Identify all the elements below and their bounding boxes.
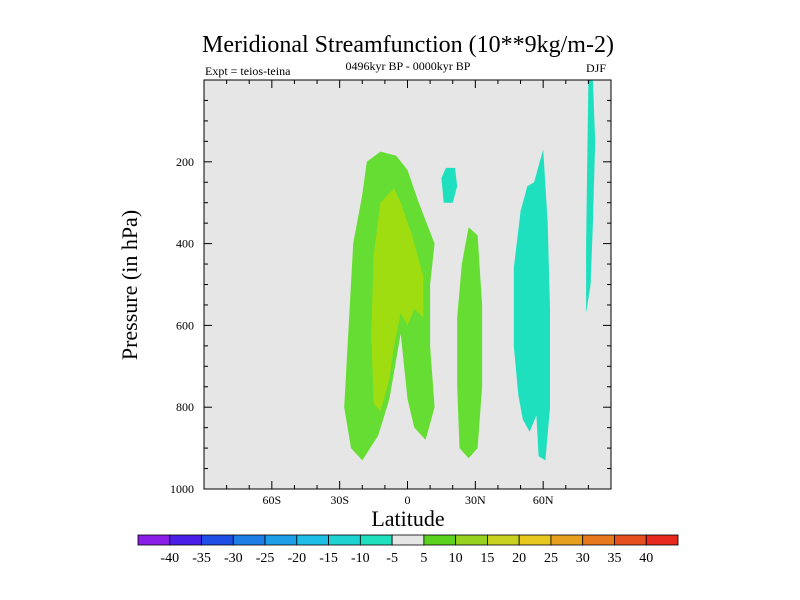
- x-tick-label: 60N: [533, 493, 554, 507]
- contour-positive-10-to-15-tropics: [371, 188, 424, 412]
- contour-negative-5-to-10-subtropic: [441, 167, 458, 203]
- contour-positive-5-to-10-20n: [457, 227, 483, 459]
- colorbar-label: 5: [420, 551, 427, 566]
- colorbar-swatch: [137, 534, 171, 546]
- colorbar-label: -10: [351, 551, 370, 566]
- season-label: DJF: [586, 61, 606, 75]
- y-tick-label: 1000: [170, 482, 194, 496]
- colorbar-label: -15: [319, 551, 338, 566]
- colorbar-swatch: [359, 534, 393, 546]
- experiment-label: Expt = teios-teina: [205, 64, 291, 78]
- chart-title: Meridional Streamfunction (10**9kg/m-2): [202, 32, 614, 58]
- y-tick-label: 600: [176, 318, 194, 332]
- x-tick-label: 60S: [262, 493, 281, 507]
- x-axis-label: Latitude: [371, 506, 444, 531]
- x-tick-label: 30N: [465, 493, 486, 507]
- contour-regions: [344, 80, 596, 461]
- colorbar-swatch: [201, 534, 234, 546]
- colorbar-label: 40: [639, 551, 653, 566]
- y-tick-label: 400: [176, 237, 194, 251]
- colorbar-label: -30: [224, 551, 243, 566]
- colorbar-label: 20: [512, 551, 526, 566]
- colorbar-swatch: [614, 534, 647, 546]
- colorbar-swatch: [328, 534, 361, 546]
- colorbar-swatch: [582, 534, 615, 546]
- colorbar-label: 15: [480, 551, 494, 566]
- colorbar-label: -35: [192, 551, 211, 566]
- colorbar-swatch: [232, 534, 266, 546]
- colorbar-label: 30: [576, 551, 590, 566]
- period-label: 0496kyr BP - 0000kyr BP: [346, 59, 471, 73]
- colorbar-label: -20: [287, 551, 306, 566]
- contour-negative-5-to-10-midlat: [513, 149, 550, 461]
- colorbar-label: 35: [607, 551, 621, 566]
- colorbar-swatch: [423, 534, 457, 546]
- axis-ticks: 60S 30S 0 30N 60N 200 400 600 800 1000: [170, 79, 612, 507]
- colorbar-swatch: [169, 534, 202, 546]
- colorbar-swatch: [645, 534, 679, 546]
- colorbar-label: -25: [256, 551, 275, 566]
- contour-negative-5-to-10-highlat: [586, 80, 596, 314]
- y-axis-label: Pressure (in hPa): [117, 210, 142, 360]
- y-tick-label: 200: [176, 155, 194, 169]
- y-tick-label: 800: [176, 400, 194, 414]
- x-tick-label: 0: [405, 493, 411, 507]
- colorbar-swatch: [391, 534, 425, 546]
- colorbar-label: -40: [160, 551, 179, 566]
- colorbar-label: 25: [544, 551, 558, 566]
- colorbar-swatch: [518, 534, 552, 546]
- colorbar-swatch: [550, 534, 584, 546]
- colorbar-label: 10: [449, 551, 463, 566]
- colorbar-label: -5: [386, 551, 398, 566]
- colorbar-swatch: [264, 534, 298, 546]
- colorbar-swatch: [487, 534, 520, 546]
- colorbar: -40 -35 -30 -25 -20 -15 -10 -5 5 10 15 20 25 30 35 40: [137, 534, 679, 566]
- colorbar-swatch: [296, 534, 329, 546]
- x-tick-label: 30S: [330, 493, 349, 507]
- colorbar-swatch: [455, 534, 488, 546]
